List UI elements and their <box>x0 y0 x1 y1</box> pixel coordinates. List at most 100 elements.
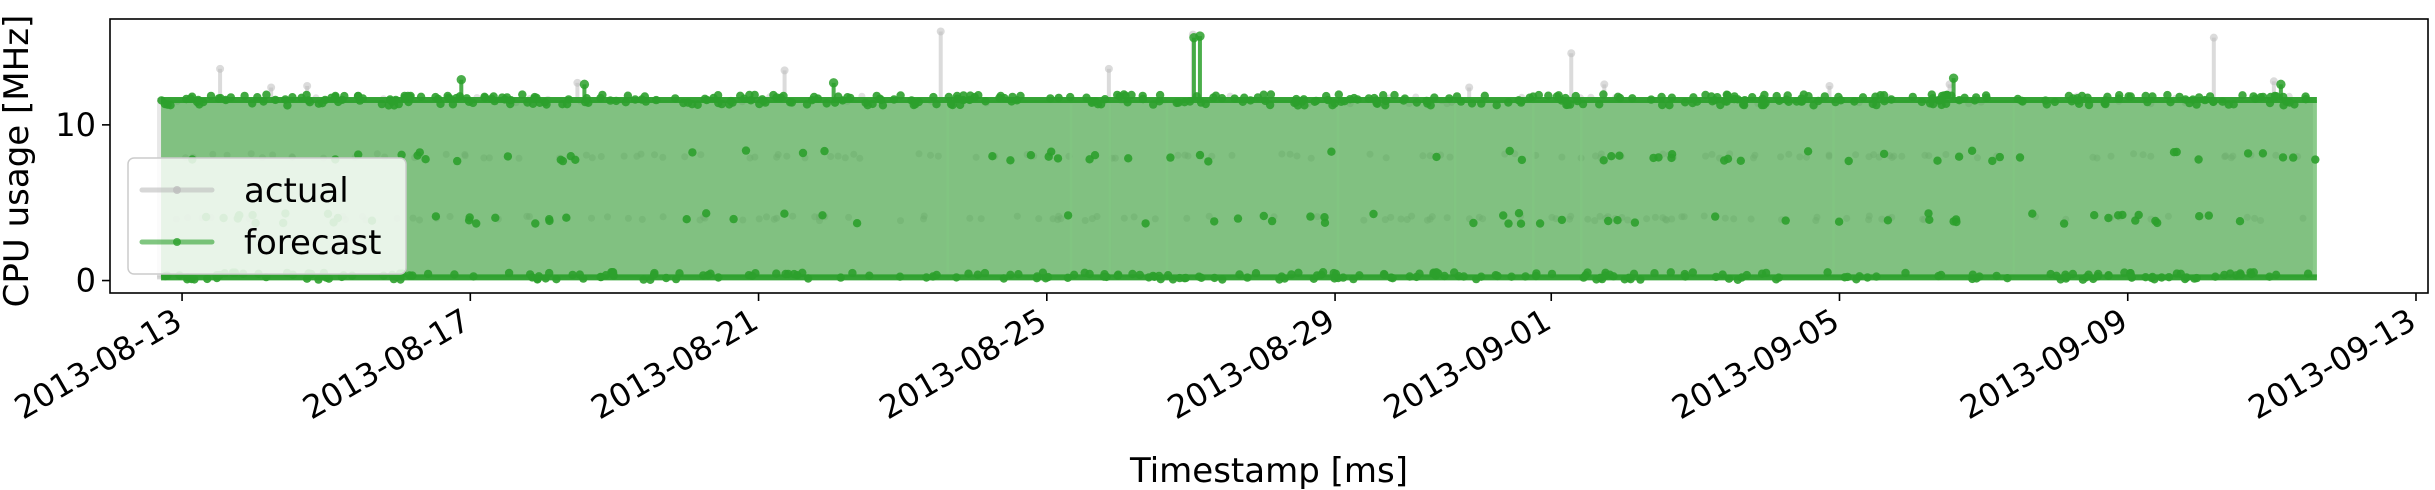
plot-area <box>157 27 2320 284</box>
forecast-point <box>1123 98 1132 107</box>
forecast-point <box>2082 273 2091 282</box>
forecast-point <box>1563 100 1572 110</box>
forecast-point <box>334 97 343 107</box>
forecast-point <box>1814 96 1823 106</box>
forecast-point <box>1006 156 1015 165</box>
forecast-point <box>2141 273 2150 282</box>
forecast-point <box>980 268 990 278</box>
forecast-point <box>2028 209 2037 218</box>
forecast-point <box>394 99 403 109</box>
forecast-point <box>688 148 697 157</box>
forecast-point <box>959 91 968 100</box>
forecast-point <box>1294 268 1303 277</box>
forecast-point <box>1823 268 1832 277</box>
forecast-point <box>2050 97 2060 107</box>
forecast-point <box>2090 211 2099 220</box>
forecast-point <box>973 270 982 279</box>
forecast-point <box>631 95 640 104</box>
forecast-point <box>1069 270 1079 279</box>
forecast-point <box>1723 154 1733 163</box>
forecast-point <box>2194 155 2203 164</box>
forecast-point <box>1149 100 1158 109</box>
forecast-point <box>1599 156 1608 165</box>
forecast-point <box>535 98 544 108</box>
forecast-point <box>598 90 607 100</box>
forecast-point <box>462 94 471 103</box>
forecast-point <box>1309 274 1319 283</box>
forecast-point <box>2226 269 2235 278</box>
forecast-point <box>1412 98 1422 107</box>
forecast-point <box>1650 269 1659 278</box>
forecast-point <box>2017 96 2026 106</box>
forecast-point <box>1609 272 1618 281</box>
x-tick-label: 2013-09-09 <box>1954 301 2134 427</box>
forecast-point <box>2238 91 2247 100</box>
forecast-point <box>1181 273 1191 283</box>
forecast-point <box>1759 100 1769 110</box>
forecast-point <box>579 274 588 283</box>
forecast-point <box>504 268 514 278</box>
forecast-point <box>1504 98 1513 107</box>
forecast-point <box>1547 269 1557 279</box>
forecast-point <box>2164 273 2174 282</box>
forecast-point <box>1971 93 1981 102</box>
forecast-point <box>1654 153 1663 162</box>
forecast-point <box>1757 269 1767 278</box>
forecast-point <box>531 219 540 228</box>
forecast-point <box>639 275 648 284</box>
forecast-point <box>1748 93 1757 102</box>
forecast-point <box>650 268 659 278</box>
forecast-point <box>1680 98 1690 107</box>
forecast-point <box>895 272 905 281</box>
actual-spike-point <box>936 27 945 36</box>
forecast-point <box>1658 100 1667 110</box>
forecast-point <box>2271 270 2281 279</box>
y-axis-title: CPU usage [MHz] <box>0 15 37 308</box>
forecast-point <box>2157 273 2166 282</box>
forecast-point <box>491 213 500 222</box>
forecast-point <box>203 274 212 284</box>
forecast-point <box>1306 212 1315 221</box>
forecast-point <box>1954 152 1964 161</box>
forecast-point <box>1266 90 1276 99</box>
forecast-point <box>682 215 691 224</box>
forecast-point <box>726 96 736 106</box>
actual-spike-point <box>2209 33 2218 42</box>
forecast-point <box>1381 101 1390 110</box>
forecast-point <box>2059 219 2069 228</box>
forecast-point <box>2056 275 2065 284</box>
forecast-point <box>787 98 797 107</box>
forecast-point <box>480 93 490 102</box>
forecast-point <box>1085 155 1094 164</box>
forecast-point <box>1908 92 1918 102</box>
forecast-point <box>1014 270 1023 279</box>
forecast-point <box>1557 96 1566 105</box>
forecast-point <box>1233 214 1243 223</box>
forecast-point <box>443 91 452 101</box>
x-tick-label: 2013-08-29 <box>1161 301 1341 427</box>
actual-spike-point <box>303 81 312 90</box>
forecast-point <box>1843 272 1852 282</box>
forecast-point <box>187 92 197 101</box>
forecast-point <box>314 275 323 284</box>
forecast-point <box>741 146 751 155</box>
forecast-point <box>621 98 630 107</box>
forecast-point <box>1604 216 1613 226</box>
forecast-point <box>1210 217 1219 226</box>
forecast-point <box>729 214 738 224</box>
forecast-point <box>1647 95 1656 104</box>
forecast-point <box>652 95 661 105</box>
forecast-point <box>1016 91 1025 101</box>
forecast-point <box>226 93 236 102</box>
forecast-point <box>1534 90 1544 100</box>
forecast-point <box>713 91 723 100</box>
forecast-point <box>2265 98 2275 108</box>
forecast-point <box>1799 90 1809 99</box>
legend-actual-marker <box>173 186 181 194</box>
forecast-point <box>377 99 387 109</box>
forecast-point <box>1525 93 1534 102</box>
forecast-point <box>1155 90 1165 100</box>
forecast-point <box>1792 97 1801 106</box>
forecast-point <box>1955 96 1964 105</box>
forecast-point <box>1968 270 1978 279</box>
